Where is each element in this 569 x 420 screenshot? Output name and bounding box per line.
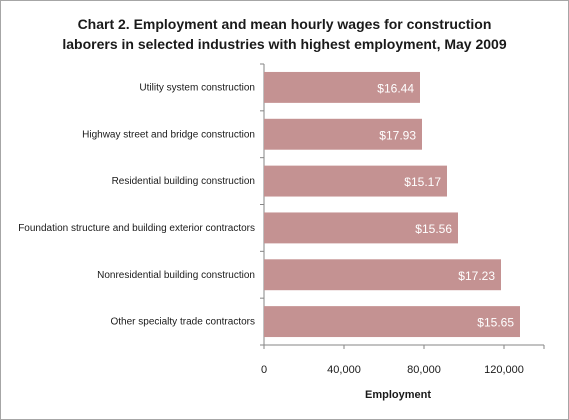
x-tick-label: 0 [261,364,267,376]
data-label: $15.56 [415,222,452,236]
x-tick-label: 120,000 [484,364,524,376]
data-label: $15.17 [404,175,441,189]
x-tick-label: 40,000 [327,364,361,376]
data-label: $15.65 [477,316,514,330]
data-label: $17.23 [458,269,495,283]
bar [264,71,420,103]
bar-layer [264,71,520,338]
x-tick-label: 80,000 [407,364,441,376]
label-layer: Utility system construction $16.44 Highway… [18,81,514,329]
category-label: Utility system construction [139,82,255,93]
bar [264,118,422,150]
category-label: Highway street and bridge construction [82,129,255,140]
chart-title-line-1: Chart 2. Employment and mean hourly wage… [77,16,492,32]
chart-title: Chart 2. Employment and mean hourly wage… [1,14,568,54]
x-axis-title: Employment [365,389,431,401]
category-label: Residential building construction [112,176,255,187]
axis-layer: 0 40,000 80,000 120,000 [260,63,545,376]
data-label: $17.93 [379,128,416,142]
category-label: Foundation structure and building exteri… [18,223,255,234]
chart-title-line-2: laborers in selected industries with hig… [62,36,507,52]
bar [264,259,501,291]
data-label: $16.44 [377,81,414,95]
bar [264,306,520,338]
bar [264,165,447,197]
bar [264,212,458,244]
category-label: Nonresidential building construction [97,270,255,281]
category-label: Other specialty trade contractors [110,317,255,328]
